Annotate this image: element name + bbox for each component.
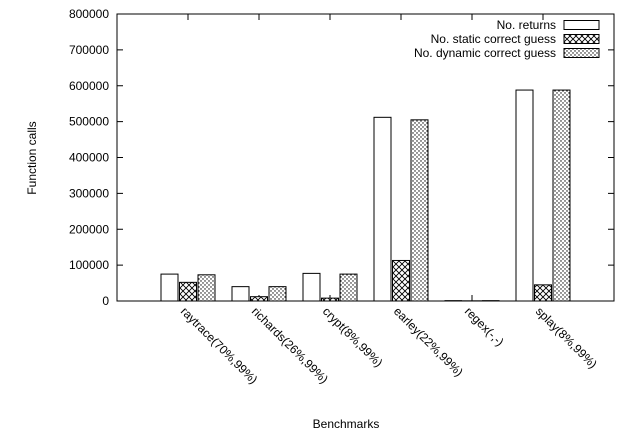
bar-crosshatch (179, 281, 197, 302)
bar-dots (552, 89, 571, 302)
legend-swatch (563, 34, 600, 44)
bar-dots (339, 273, 358, 302)
y-tick-label: 800000 (69, 7, 109, 21)
bar-empty (373, 116, 392, 302)
x-tick-label: regex(-,-) (462, 304, 507, 349)
y-tick-label: 100000 (69, 258, 109, 272)
y-axis: 0 100000 200000 300000 400000 500000 600000 700… (69, 7, 614, 308)
legend-label: No. static correct guess (431, 32, 556, 46)
y-tick-label: 200000 (69, 222, 109, 236)
legend-swatch (563, 48, 600, 58)
legend-label: No. dynamic correct guess (414, 46, 556, 60)
y-tick-label: 700000 (69, 43, 109, 57)
y-tick-label: 0 (102, 294, 109, 308)
y-tick-label: 300000 (69, 186, 109, 200)
x-axis-labels: raytrace(70%,99%)richards(26%,99%)crypt(… (178, 304, 600, 387)
bar-crosshatch (321, 297, 339, 302)
x-tick-label: splay(8%,99%) (533, 304, 600, 371)
bar-dots (268, 286, 287, 302)
bars (160, 14, 571, 302)
bar-empty (302, 272, 321, 302)
y-tick-label: 600000 (69, 79, 109, 93)
legend-label: No. returns (497, 18, 556, 32)
y-axis-title: Function calls (25, 121, 39, 194)
bar-crosshatch (392, 259, 410, 302)
bar-dots (410, 119, 429, 302)
bar-dots (197, 274, 216, 302)
x-tick-label: raytrace(70%,99%) (178, 304, 261, 387)
bar-empty (231, 286, 250, 302)
x-axis-title: Benchmarks (313, 417, 380, 431)
x-tick-label: crypt(8%,99%) (320, 304, 386, 370)
bar-crosshatch (534, 284, 552, 302)
bar-empty (160, 273, 179, 302)
bar-empty (515, 89, 534, 302)
x-tick-label: richards(26%,99%) (249, 304, 331, 386)
y-tick-label: 500000 (69, 115, 109, 129)
legend-swatch (563, 20, 600, 30)
x-tick-label: earley(22%,99%) (391, 304, 466, 379)
y-tick-label: 400000 (69, 151, 109, 165)
bar-crosshatch (250, 296, 268, 302)
